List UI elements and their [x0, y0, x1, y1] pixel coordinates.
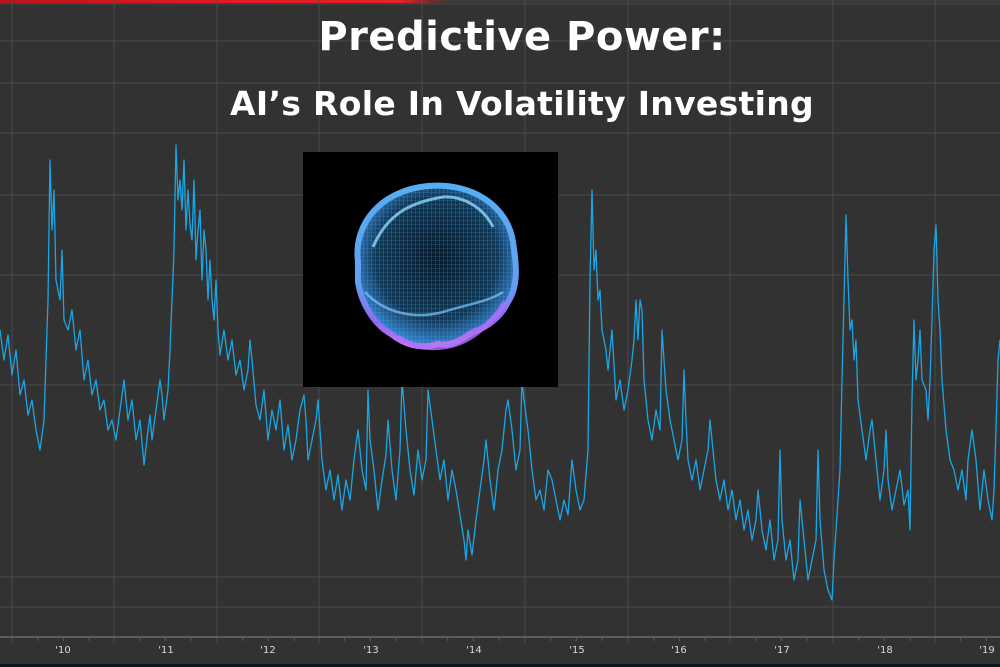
x-tick-label: '19 — [979, 645, 995, 656]
page-title: Predictive Power: — [318, 14, 726, 60]
x-tick-label: '10 — [55, 645, 71, 656]
x-tick-label: '17 — [774, 645, 790, 656]
x-tick-label: '16 — [671, 645, 687, 656]
page-subtitle: AI’s Role In Volatility Investing — [230, 84, 814, 123]
ai-wireframe-head-icon — [354, 182, 519, 351]
volatility-series-line — [0, 144, 1000, 601]
x-tick-label: '13 — [363, 645, 379, 656]
top-accent-bar — [0, 0, 1000, 3]
x-tick-label: '11 — [158, 645, 174, 656]
x-tick-label: '18 — [877, 645, 893, 656]
bottom-edge-strip — [0, 664, 1000, 667]
ai-head-illustration — [303, 152, 558, 387]
x-tick-label: '14 — [466, 645, 482, 656]
x-axis-minor-ticks — [37, 637, 987, 641]
x-tick-label: '12 — [260, 645, 276, 656]
x-tick-label: '15 — [569, 645, 585, 656]
